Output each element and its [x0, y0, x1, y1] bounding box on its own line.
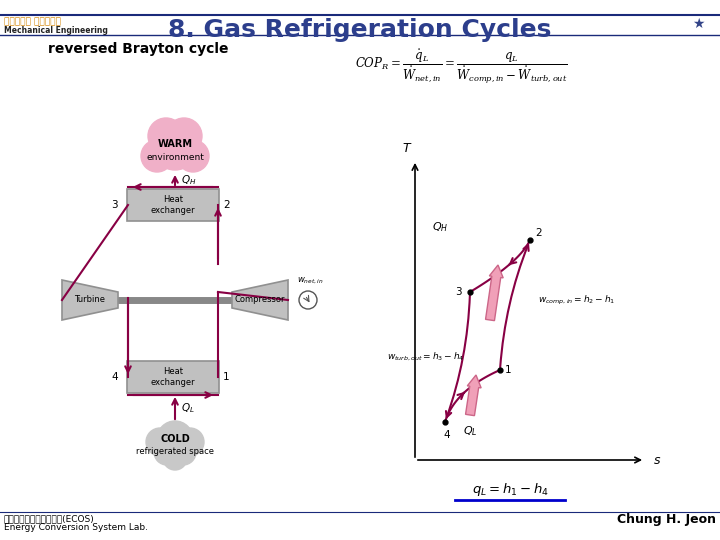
Text: environment: environment [146, 153, 204, 163]
Text: 3: 3 [455, 287, 462, 297]
Text: $Q_H$: $Q_H$ [181, 173, 197, 187]
Text: Compressor: Compressor [235, 295, 285, 305]
Text: ★: ★ [693, 17, 705, 31]
Text: $w_{comp,in}=h_2-h_1$: $w_{comp,in}=h_2-h_1$ [538, 293, 616, 307]
Text: refrigerated space: refrigerated space [136, 448, 214, 456]
Text: Turbine: Turbine [74, 295, 106, 305]
Text: Chung H. Jeon: Chung H. Jeon [617, 514, 716, 526]
FancyBboxPatch shape [127, 361, 219, 393]
FancyBboxPatch shape [127, 189, 219, 221]
Circle shape [163, 446, 187, 470]
Text: Heat
exchanger: Heat exchanger [150, 195, 195, 215]
Text: $w_{net,in}$: $w_{net,in}$ [297, 276, 323, 286]
Text: 2: 2 [535, 228, 541, 238]
Text: $Q_L$: $Q_L$ [463, 424, 477, 438]
Text: 2: 2 [223, 200, 230, 210]
Text: $Q_L$: $Q_L$ [181, 401, 195, 415]
Polygon shape [232, 280, 288, 320]
Circle shape [170, 439, 196, 465]
Circle shape [157, 421, 193, 457]
Text: $T$: $T$ [402, 142, 413, 155]
Polygon shape [62, 280, 118, 320]
Text: WARM: WARM [158, 139, 192, 149]
Text: Heat
exchanger: Heat exchanger [150, 367, 195, 387]
Circle shape [148, 118, 184, 154]
Text: 8. Gas Refrigeration Cycles: 8. Gas Refrigeration Cycles [168, 18, 552, 42]
Text: $COP_R = \dfrac{\dot{q}_L}{\dot{W}_{net,in}} = \dfrac{q_L}{\dot{W}_{comp,in} - \: $COP_R = \dfrac{\dot{q}_L}{\dot{W}_{net,… [355, 48, 568, 86]
Text: 3: 3 [112, 200, 118, 210]
Text: 1: 1 [223, 372, 230, 382]
Text: $Q_H$: $Q_H$ [431, 220, 448, 234]
Circle shape [141, 140, 173, 172]
Circle shape [154, 439, 180, 465]
Text: $w_{turb,out}=h_3-h_4$: $w_{turb,out}=h_3-h_4$ [387, 351, 465, 363]
Text: COLD: COLD [160, 434, 190, 444]
FancyArrow shape [466, 375, 481, 416]
Circle shape [153, 126, 197, 170]
Text: 4: 4 [443, 430, 449, 440]
Circle shape [146, 428, 174, 456]
Text: Mechanical Engineering: Mechanical Engineering [4, 26, 108, 35]
Text: $s$: $s$ [653, 454, 661, 467]
Text: Energy Conversion System Lab.: Energy Conversion System Lab. [4, 523, 148, 532]
Text: 4: 4 [112, 372, 118, 382]
Text: $q_L = h_1 - h_4$: $q_L = h_1 - h_4$ [472, 482, 549, 498]
Text: 부산대학교 기계공학부: 부산대학교 기계공학부 [4, 17, 61, 26]
Circle shape [166, 118, 202, 154]
FancyArrow shape [485, 265, 503, 321]
Circle shape [176, 428, 204, 456]
Text: reversed Brayton cycle: reversed Brayton cycle [48, 42, 228, 56]
Text: 1: 1 [505, 365, 512, 375]
Circle shape [177, 140, 209, 172]
Text: 에너지변환시스템연구실(ECOS): 에너지변환시스템연구실(ECOS) [4, 514, 95, 523]
